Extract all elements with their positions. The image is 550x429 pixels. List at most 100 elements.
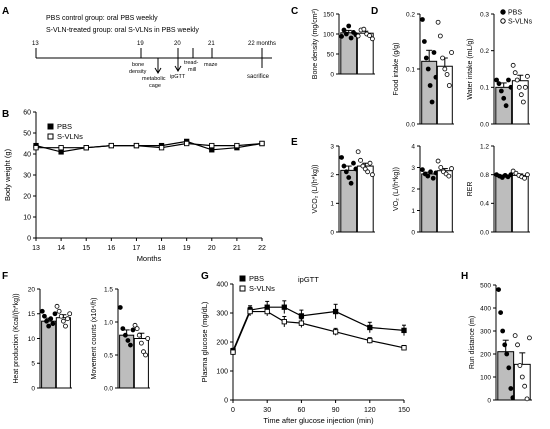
x-axis-label: Months — [137, 254, 162, 263]
y-tick-label: 0 — [224, 398, 228, 405]
y-tick-label: 0 — [487, 397, 491, 404]
data-point-svln — [514, 77, 520, 83]
data-point-pbs — [128, 342, 133, 348]
y-tick-label: 0.1 — [480, 85, 489, 92]
y-axis-label: Heat production (Kcal/(h*kg)) — [13, 293, 20, 383]
data-point-svln — [67, 311, 73, 317]
x-tick-label: 120 — [364, 407, 376, 414]
data-point-svln — [365, 169, 371, 175]
x-tick-label: 20 — [208, 245, 216, 252]
y-axis-label: VCO₂ (L/(h*kg)) — [312, 164, 319, 213]
bar-svln — [511, 174, 529, 233]
bar-pbs — [340, 32, 358, 75]
data-point-svln — [143, 352, 148, 358]
data-point-svln — [141, 349, 146, 355]
data-point-svln — [440, 55, 445, 61]
data-point-pbs — [421, 39, 427, 44]
data-point-svln — [527, 335, 532, 341]
y-tick-label: 0.0 — [406, 121, 415, 128]
series-line-pbs — [35, 140, 263, 153]
line-chart-b: 0 10 20 30 40 50 60 13 14 15 16 17 18 19 20 21 22 Months B… — [3, 110, 266, 264]
data-point-svln — [63, 323, 68, 329]
x-tick-label: 18 — [158, 245, 166, 252]
series-marker-svln — [234, 142, 240, 149]
legend-d: PBS S-VLNs — [500, 9, 533, 26]
y-tick-label: 50 — [23, 131, 31, 138]
bar-svln — [55, 317, 71, 389]
data-point-svln — [444, 72, 450, 77]
y-tick-label: 400 — [480, 305, 491, 312]
data-point-svln — [522, 175, 527, 181]
data-point-svln — [512, 333, 518, 339]
data-point-pbs — [498, 310, 504, 316]
data-point-svln — [58, 313, 64, 319]
data-point-pbs — [117, 305, 123, 310]
x-tick-label: 17 — [133, 245, 141, 252]
bar-chart-e-vco2: 0 1 2 3 VCO₂ (L/(h*kg)) — [312, 143, 375, 236]
y-tick-label: 3 — [411, 165, 415, 172]
series-marker-svln — [367, 337, 373, 344]
timeline-end-label: 22 months — [248, 41, 276, 47]
event-label-density: density — [129, 69, 147, 75]
bar-chart-d-water: 0.0 0.1 0.2 0.3 Water intake (mL/g) — [467, 11, 530, 128]
y-tick-label: 4 — [411, 143, 415, 150]
y-tick-label: 0.8 — [480, 172, 489, 179]
y-tick-label: 0 — [31, 385, 35, 392]
y-tick-label: 100 — [480, 374, 491, 381]
event-label-metabolic: metabolic — [142, 76, 166, 82]
data-point-svln — [522, 84, 528, 90]
data-point-svln — [519, 374, 525, 380]
series-marker-pbs — [298, 313, 305, 319]
x-tick-label: 19 — [183, 245, 191, 252]
y-tick-label: 0.4 — [480, 201, 489, 208]
bar-pbs — [421, 173, 438, 233]
y-tick-label: 300 — [216, 311, 228, 318]
data-point-svln — [355, 149, 361, 155]
y-tick-label: 0 — [411, 229, 415, 236]
x-tick-label: 21 — [233, 245, 241, 252]
legend-marker-svln — [500, 18, 506, 24]
y-tick-label: 30 — [23, 173, 31, 180]
y-tick-label: 0.1 — [406, 66, 415, 73]
series-marker-svln — [259, 140, 265, 147]
bar-svln — [133, 338, 149, 389]
data-point-pbs — [429, 99, 435, 105]
y-tick-label: 0.0 — [480, 121, 489, 128]
panel-letter-f: F — [2, 271, 8, 282]
timeline: PBS control group: oral PBS weekly S-VLN… — [32, 15, 276, 89]
x-tick-label: 30 — [263, 407, 271, 414]
y-axis-label: Water intake (mL/g) — [467, 38, 474, 99]
data-point-pbs — [502, 342, 508, 348]
data-point-pbs — [348, 35, 354, 41]
y-tick-label: 0.0 — [104, 385, 113, 392]
data-point-svln — [438, 165, 444, 170]
data-point-pbs — [501, 95, 507, 101]
bar-chart-h: 0 100 200 300 400 500 Run distance (m) — [469, 282, 532, 404]
data-point-pbs — [504, 351, 510, 357]
data-point-pbs — [420, 167, 425, 173]
y-tick-label: 10 — [23, 215, 31, 222]
data-point-svln — [361, 26, 367, 32]
series-marker-pbs — [401, 327, 407, 334]
data-point-svln — [442, 66, 448, 72]
x-tick-label: 22 — [258, 245, 266, 252]
series-marker-svln — [281, 319, 287, 325]
series-marker-svln — [108, 142, 114, 149]
data-point-svln — [134, 326, 140, 332]
panel-letter-e: E — [291, 137, 298, 148]
x-tick-label: 13 — [32, 245, 40, 252]
y-tick-label: 0.0 — [480, 229, 489, 236]
data-point-pbs — [42, 313, 47, 319]
y-axis-label: Bone density (mg/cm²) — [312, 9, 319, 79]
timeline-line1: PBS control group: oral PBS weekly — [46, 15, 158, 22]
x-tick-label: 60 — [298, 407, 306, 414]
series-marker-svln — [158, 145, 165, 151]
data-point-svln — [446, 173, 452, 179]
line-chart-g: 0 100 200 300 400 0 30 60 90 120 150 Time after glu… — [200, 274, 410, 425]
data-point-svln — [138, 340, 144, 346]
y-tick-label: 60 — [23, 110, 31, 117]
data-point-pbs — [130, 327, 136, 333]
event-label-maze: maze — [204, 62, 217, 68]
